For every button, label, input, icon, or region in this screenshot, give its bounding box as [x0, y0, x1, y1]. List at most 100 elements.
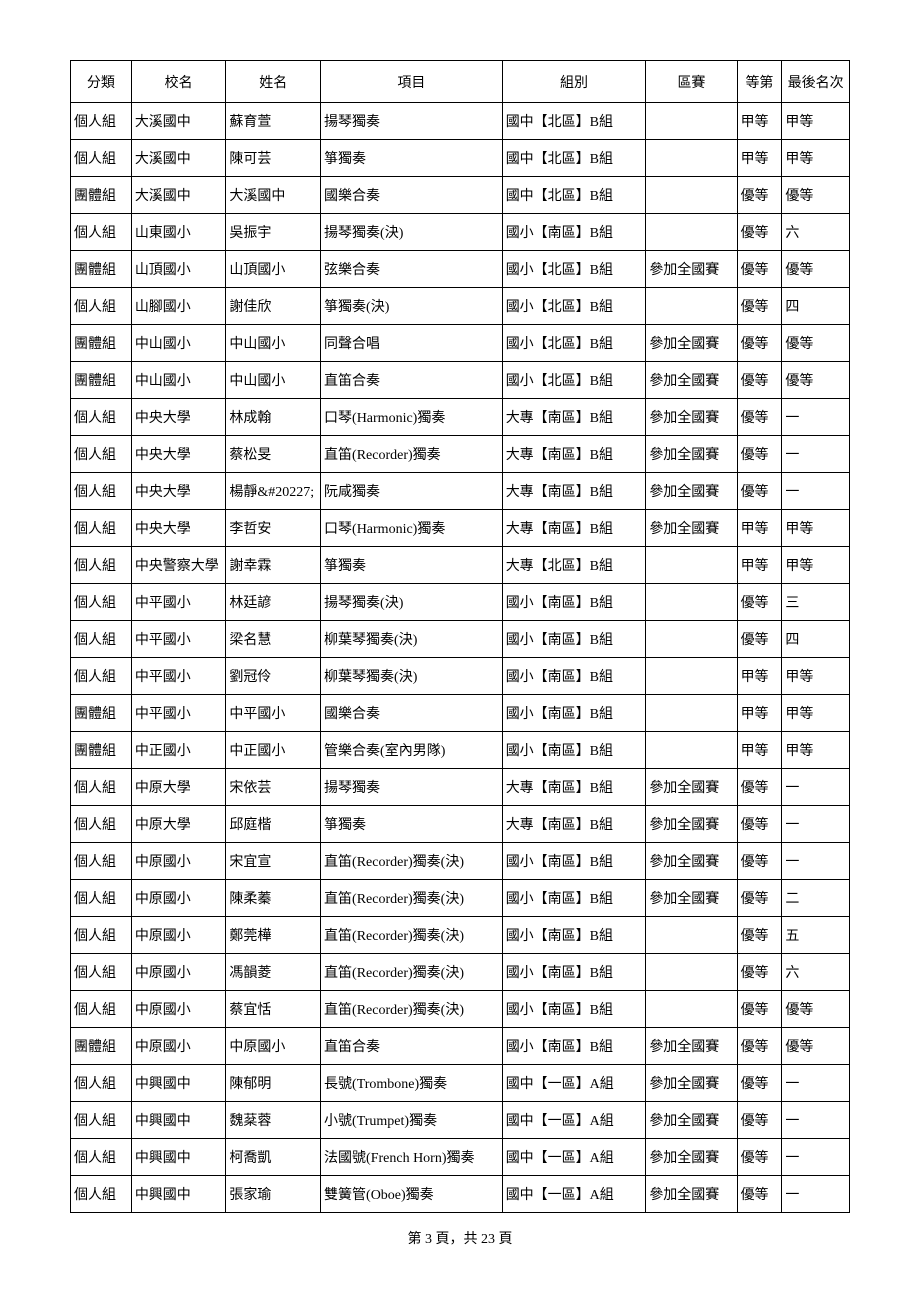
table-cell: 甲等 [782, 103, 850, 140]
table-cell: 李哲安 [226, 510, 321, 547]
table-body: 個人組大溪國中蘇育萱揚琴獨奏國中【北區】B組甲等甲等個人組大溪國中陳可芸箏獨奏國… [71, 103, 850, 1213]
table-cell: 中平國小 [131, 658, 226, 695]
table-cell: 二 [782, 880, 850, 917]
table-cell: 一 [782, 399, 850, 436]
table-cell: 參加全國賽 [646, 1102, 737, 1139]
table-cell: 國中【一區】A組 [502, 1102, 646, 1139]
header-category: 分類 [71, 61, 132, 103]
table-cell: 個人組 [71, 1102, 132, 1139]
table-row: 個人組中平國小劉冠伶柳葉琴獨奏(決)國小【南區】B組甲等甲等 [71, 658, 850, 695]
table-cell: 團體組 [71, 177, 132, 214]
table-cell: 國小【南區】B組 [502, 991, 646, 1028]
table-row: 個人組山腳國小謝佳欣箏獨奏(決)國小【北區】B組優等四 [71, 288, 850, 325]
table-cell: 優等 [737, 917, 782, 954]
table-row: 個人組中興國中張家瑜雙簧管(Oboe)獨奏國中【一區】A組參加全國賽優等一 [71, 1176, 850, 1213]
table-cell: 大溪國中 [131, 140, 226, 177]
table-cell: 長號(Trombone)獨奏 [321, 1065, 503, 1102]
table-cell: 個人組 [71, 843, 132, 880]
table-cell: 參加全國賽 [646, 436, 737, 473]
table-cell: 中山國小 [226, 362, 321, 399]
table-cell: 優等 [737, 880, 782, 917]
table-cell: 參加全國賽 [646, 473, 737, 510]
table-cell: 個人組 [71, 954, 132, 991]
header-school: 校名 [131, 61, 226, 103]
table-cell: 團體組 [71, 325, 132, 362]
table-cell: 優等 [737, 584, 782, 621]
table-cell: 個人組 [71, 103, 132, 140]
table-cell: 甲等 [782, 732, 850, 769]
table-cell: 張家瑜 [226, 1176, 321, 1213]
table-cell: 中原國小 [131, 1028, 226, 1065]
table-cell: 參加全國賽 [646, 1176, 737, 1213]
table-row: 個人組中原國小陳柔蓁直笛(Recorder)獨奏(決)國小【南區】B組參加全國賽… [71, 880, 850, 917]
results-table: 分類 校名 姓名 項目 組別 區賽 等第 最後名次 個人組大溪國中蘇育萱揚琴獨奏… [70, 60, 850, 1213]
table-cell: 直笛(Recorder)獨奏(決) [321, 954, 503, 991]
table-cell: 中原國小 [131, 843, 226, 880]
table-cell: 國小【南區】B組 [502, 214, 646, 251]
header-grade: 等第 [737, 61, 782, 103]
table-cell: 鄭莞樺 [226, 917, 321, 954]
table-cell: 陳可芸 [226, 140, 321, 177]
header-region: 區賽 [646, 61, 737, 103]
table-cell: 邱庭楷 [226, 806, 321, 843]
table-row: 團體組山頂國小山頂國小弦樂合奏國小【北區】B組參加全國賽優等優等 [71, 251, 850, 288]
table-row: 團體組中原國小中原國小直笛合奏國小【南區】B組參加全國賽優等優等 [71, 1028, 850, 1065]
table-cell: 優等 [737, 436, 782, 473]
table-cell: 個人組 [71, 917, 132, 954]
table-cell: 個人組 [71, 473, 132, 510]
table-cell: 大溪國中 [226, 177, 321, 214]
table-cell: 直笛(Recorder)獨奏(決) [321, 991, 503, 1028]
table-cell: 甲等 [782, 140, 850, 177]
table-cell: 中央大學 [131, 473, 226, 510]
table-cell: 中原國小 [131, 991, 226, 1028]
table-cell [646, 584, 737, 621]
table-cell: 小號(Trumpet)獨奏 [321, 1102, 503, 1139]
table-cell: 參加全國賽 [646, 1028, 737, 1065]
table-row: 個人組大溪國中蘇育萱揚琴獨奏國中【北區】B組甲等甲等 [71, 103, 850, 140]
table-cell: 中央大學 [131, 399, 226, 436]
table-row: 個人組中興國中陳郁明長號(Trombone)獨奏國中【一區】A組參加全國賽優等一 [71, 1065, 850, 1102]
table-cell: 弦樂合奏 [321, 251, 503, 288]
table-row: 個人組中平國小梁名慧柳葉琴獨奏(決)國小【南區】B組優等四 [71, 621, 850, 658]
table-cell: 甲等 [737, 695, 782, 732]
table-cell: 國小【南區】B組 [502, 880, 646, 917]
table-cell: 中山國小 [131, 362, 226, 399]
table-cell: 甲等 [737, 658, 782, 695]
table-cell: 宋依芸 [226, 769, 321, 806]
table-row: 個人組大溪國中陳可芸箏獨奏國中【北區】B組甲等甲等 [71, 140, 850, 177]
table-cell: 國中【一區】A組 [502, 1139, 646, 1176]
table-row: 團體組中正國小中正國小管樂合奏(室內男隊)國小【南區】B組甲等甲等 [71, 732, 850, 769]
table-cell: 國樂合奏 [321, 177, 503, 214]
table-cell: 參加全國賽 [646, 325, 737, 362]
table-cell [646, 917, 737, 954]
table-cell: 一 [782, 769, 850, 806]
table-row: 個人組中央大學蔡松旻直笛(Recorder)獨奏大專【南區】B組參加全國賽優等一 [71, 436, 850, 473]
table-cell: 中原國小 [131, 880, 226, 917]
table-cell [646, 214, 737, 251]
table-cell: 陳柔蓁 [226, 880, 321, 917]
table-row: 個人組中央大學楊靜&#20227;阮咸獨奏大專【南區】B組參加全國賽優等一 [71, 473, 850, 510]
table-cell: 大專【南區】B組 [502, 510, 646, 547]
table-cell: 一 [782, 1102, 850, 1139]
table-cell: 個人組 [71, 658, 132, 695]
table-cell [646, 954, 737, 991]
table-cell: 優等 [737, 473, 782, 510]
table-cell: 優等 [737, 843, 782, 880]
table-cell: 優等 [737, 621, 782, 658]
table-cell [646, 621, 737, 658]
table-row: 團體組中山國小中山國小直笛合奏國小【北區】B組參加全國賽優等優等 [71, 362, 850, 399]
table-cell: 直笛(Recorder)獨奏(決) [321, 880, 503, 917]
table-cell: 蔡松旻 [226, 436, 321, 473]
table-cell: 優等 [782, 177, 850, 214]
table-cell: 口琴(Harmonic)獨奏 [321, 399, 503, 436]
table-cell: 優等 [782, 251, 850, 288]
table-cell: 國小【南區】B組 [502, 917, 646, 954]
table-cell: 個人組 [71, 621, 132, 658]
table-cell: 甲等 [737, 510, 782, 547]
table-cell: 參加全國賽 [646, 769, 737, 806]
table-cell: 國小【南區】B組 [502, 1028, 646, 1065]
table-cell: 優等 [782, 991, 850, 1028]
table-cell: 優等 [737, 769, 782, 806]
table-cell: 箏獨奏 [321, 140, 503, 177]
table-cell: 優等 [737, 288, 782, 325]
